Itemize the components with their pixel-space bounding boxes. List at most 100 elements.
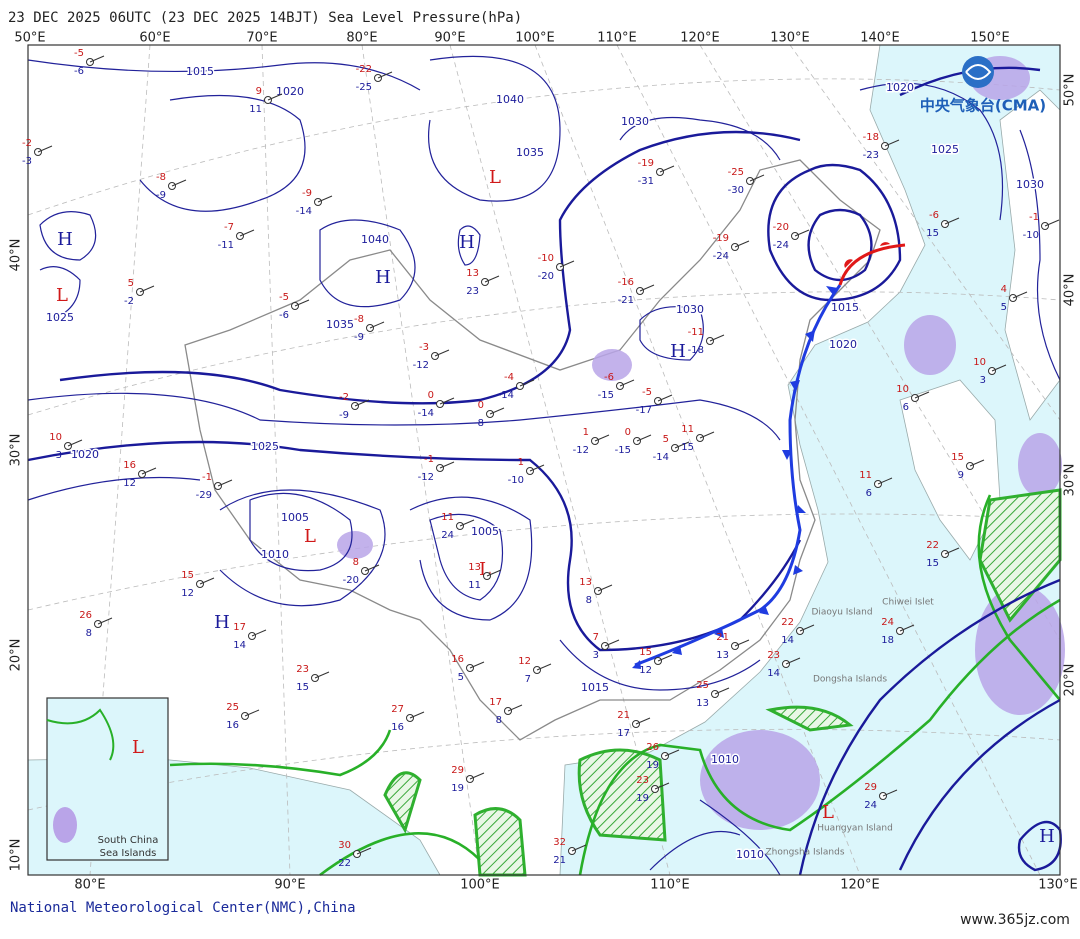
pressure-center: H: [375, 267, 391, 288]
station-temperature: 11: [441, 512, 454, 523]
station-dew-point: 8: [86, 628, 92, 639]
station-dew-point: 15: [681, 442, 694, 453]
station-temperature: -22: [356, 64, 372, 75]
station-temperature: 13: [468, 562, 481, 573]
station-dew-point: -6: [74, 66, 84, 77]
station-temperature: 0: [478, 400, 484, 411]
watermark: www.365jz.com: [960, 912, 1070, 928]
station-temperature: -2: [22, 138, 32, 149]
station-dew-point: 19: [451, 783, 464, 794]
wind-barb: [239, 229, 255, 237]
longitude-label: 60°E: [139, 31, 170, 46]
station-temperature: 10: [896, 384, 909, 395]
wind-barb: [699, 431, 715, 439]
wind-barb: [597, 584, 613, 592]
station-temperature: 13: [466, 268, 479, 279]
station-temperature: 21: [617, 710, 630, 721]
wind-barb: [294, 299, 310, 307]
station-temperature: 15: [639, 647, 652, 658]
wind-barb: [619, 379, 635, 387]
station-dew-point: 18: [881, 635, 894, 646]
station-dew-point: -20: [343, 575, 359, 586]
wind-barb: [785, 657, 801, 665]
station-dew-point: -17: [636, 405, 652, 416]
wind-barb: [364, 564, 380, 572]
pressure-center: L: [132, 737, 144, 758]
station-dew-point: 24: [441, 530, 454, 541]
wind-barb: [654, 782, 670, 790]
wind-barb: [794, 229, 810, 237]
isobar-label: 1010: [261, 548, 289, 561]
station-dew-point: 14: [233, 640, 246, 651]
station-temperature: 16: [123, 460, 136, 471]
station-dew-point: 13: [716, 650, 729, 661]
station-dew-point: 12: [639, 665, 652, 676]
station-dew-point: -9: [339, 410, 349, 421]
station-dew-point: -24: [713, 251, 729, 262]
longitude-label: 100°E: [515, 31, 555, 46]
isobar-label: 1035: [516, 146, 544, 159]
station-temperature: 0: [625, 427, 631, 438]
station-temperature: 9: [256, 86, 262, 97]
pressure-center: L: [822, 802, 834, 823]
isobar-label: 1040: [496, 93, 524, 106]
station-temperature: -1: [202, 472, 212, 483]
station-temperature: 10: [49, 432, 62, 443]
station-dew-point: 12: [181, 588, 194, 599]
isobar-label: 1030: [676, 303, 704, 316]
station-temperature: 15: [181, 570, 194, 581]
station-temperature: -19: [638, 158, 654, 169]
longitude-label: 80°E: [74, 878, 105, 893]
wind-barb: [171, 179, 187, 187]
station-temperature: -6: [929, 210, 939, 221]
station-temperature: -6: [604, 372, 614, 383]
longitude-label: 90°E: [274, 878, 305, 893]
wind-barb: [354, 399, 370, 407]
footer: National Meteorological Center(NMC),Chin…: [10, 900, 356, 916]
station-dew-point: 3: [593, 650, 599, 661]
station-temperature: 23: [636, 775, 649, 786]
map-labels: 50°E 60°E 70°E 80°E 90°E 100°E 110°E 120°E 130°E…: [9, 31, 1078, 893]
wind-barb: [459, 519, 475, 527]
station-temperature: 15: [951, 452, 964, 463]
isobar-label: 1015: [186, 65, 214, 78]
station-dew-point: -8: [474, 418, 484, 429]
wind-barb: [914, 391, 930, 399]
wind-barb: [469, 772, 485, 780]
station-dew-point: -20: [538, 271, 554, 282]
station-temperature: 21: [716, 632, 729, 643]
station-dew-point: 13: [696, 698, 709, 709]
wind-barb: [571, 844, 587, 852]
longitude-label: 110°E: [650, 878, 690, 893]
station-temperature: 26: [79, 610, 92, 621]
longitude-label: 80°E: [346, 31, 377, 46]
latitude-label: 20°N: [1063, 664, 1078, 697]
wind-barb: [529, 464, 545, 472]
wind-barb: [594, 434, 610, 442]
cold-front: [632, 284, 842, 669]
station-dew-point: -10: [508, 475, 524, 486]
isobar-label: 1035: [326, 318, 354, 331]
wind-barb: [519, 379, 535, 387]
latitude-label: 10°N: [9, 839, 24, 872]
station-dew-point: -15: [615, 445, 631, 456]
station-temperature: 23: [296, 664, 309, 675]
station-dew-point: -24: [773, 240, 789, 251]
wind-barb: [969, 459, 985, 467]
wind-barb: [314, 671, 330, 679]
station-temperature: 32: [553, 837, 566, 848]
wind-barb: [1012, 291, 1028, 299]
station-temperature: -16: [618, 277, 634, 288]
wind-barb: [267, 93, 283, 101]
station-dew-point: 7: [525, 674, 531, 685]
station-temperature: 10: [973, 357, 986, 368]
wind-barb: [507, 704, 523, 712]
station-dew-point: -14: [296, 206, 312, 217]
station-temperature: -1: [424, 454, 434, 465]
station-dew-point: -9: [156, 190, 166, 201]
wind-barb: [944, 547, 960, 555]
warm-front: [838, 242, 906, 286]
latitude-label: 40°N: [9, 239, 24, 272]
wind-barb: [369, 321, 385, 329]
wind-barb: [882, 789, 898, 797]
